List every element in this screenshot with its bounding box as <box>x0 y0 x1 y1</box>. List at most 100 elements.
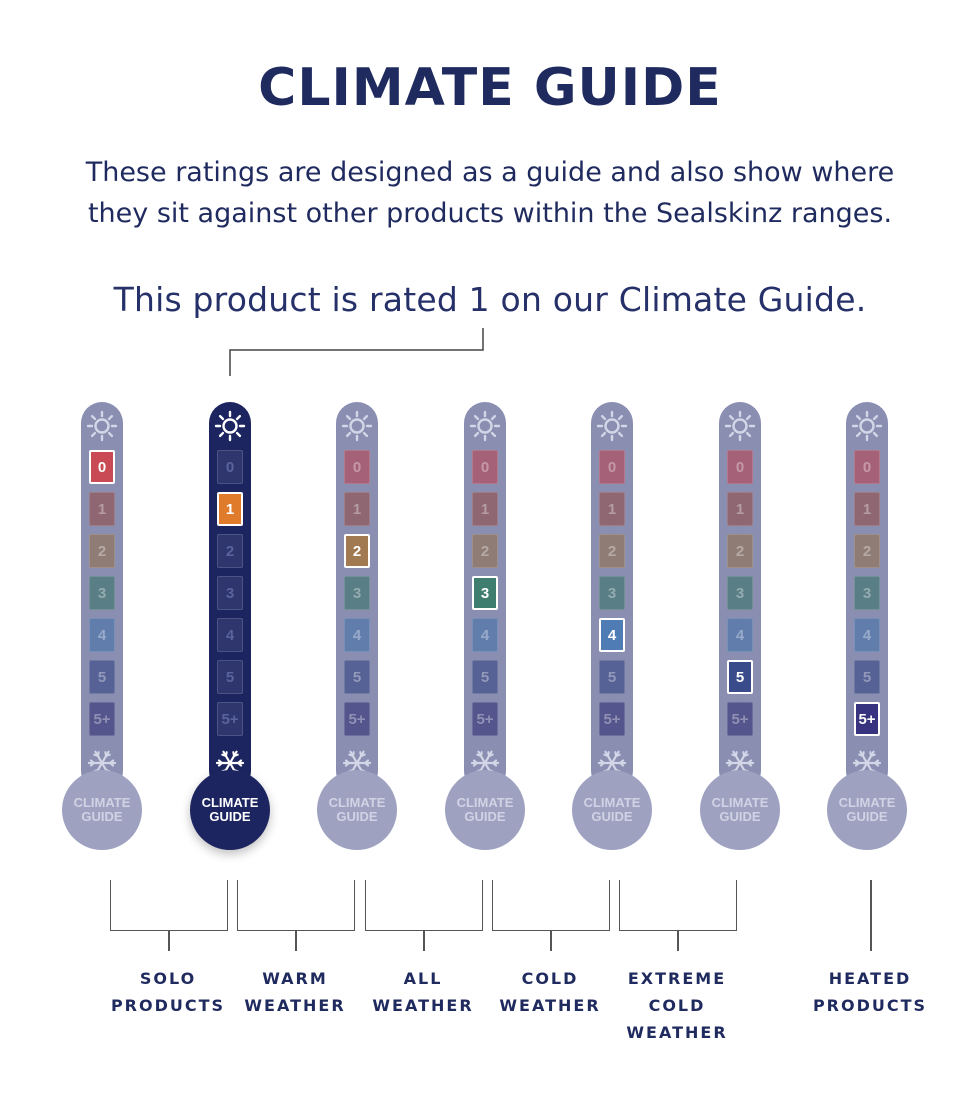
sun-icon <box>86 410 118 442</box>
thermometer-bulb: CLIMATE GUIDE <box>445 770 525 850</box>
category-label-line: WEATHER <box>626 1023 728 1042</box>
category-bracket <box>110 880 228 931</box>
bulb-label: GUIDE <box>209 809 251 824</box>
category-label: ALL WEATHER <box>353 965 493 1019</box>
scale-cell-5plus: 5+ <box>344 702 370 736</box>
category-bracket <box>237 880 355 931</box>
thermometer: 0 1 2 3 4 5 5+ CLIMATE GUIDE <box>572 402 652 852</box>
scale-cell-2: 2 <box>472 534 498 568</box>
bracket-stem <box>168 931 170 951</box>
scale-cell-0: 0 <box>217 450 243 484</box>
bracket-stem <box>423 931 425 951</box>
scale-cell-1: 1 <box>599 492 625 526</box>
bracket-stem <box>677 931 679 951</box>
bulb-label: GUIDE <box>81 809 123 824</box>
scale-cell-4: 4 <box>217 618 243 652</box>
thermometer: 0 1 2 3 4 5 5+ CLIMATE GUIDE <box>190 402 270 852</box>
thermometer: 0 1 2 3 4 5 5+ CLIMATE GUIDE <box>700 402 780 852</box>
scale-cell-1: 1 <box>217 492 243 526</box>
scale-cell-4: 4 <box>89 618 115 652</box>
category-label-line: COLD <box>648 996 706 1015</box>
thermometer: 0 1 2 3 4 5 5+ CLIMATE GUIDE <box>317 402 397 852</box>
scale-cell-4: 4 <box>854 618 880 652</box>
category-label-line: HEATED <box>828 969 912 988</box>
scale-cell-4: 4 <box>599 618 625 652</box>
category-label-line: WEATHER <box>499 996 601 1015</box>
category-label-line: SOLO <box>139 969 197 988</box>
scale-cell-5plus: 5+ <box>472 702 498 736</box>
bulb-label: GUIDE <box>846 809 888 824</box>
bulb-label: CLIMATE <box>583 795 641 810</box>
thermometer: 0 1 2 3 4 5 5+ CLIMATE GUIDE <box>62 402 142 852</box>
sun-icon <box>724 410 756 442</box>
scale-cell-2: 2 <box>89 534 115 568</box>
scale-cell-5: 5 <box>472 660 498 694</box>
scale-cell-3: 3 <box>599 576 625 610</box>
bracket-stem <box>295 931 297 951</box>
bulb-label: CLIMATE <box>201 795 259 810</box>
bulb-label: CLIMATE <box>73 795 131 810</box>
subtitle-line: they sit against other products within t… <box>87 198 893 229</box>
scale-cell-4: 4 <box>472 618 498 652</box>
sun-icon <box>214 410 246 442</box>
scale-cell-1: 1 <box>89 492 115 526</box>
scale-cell-1: 1 <box>854 492 880 526</box>
scale-cell-4: 4 <box>727 618 753 652</box>
scale-cell-5plus: 5+ <box>599 702 625 736</box>
bulb-label: CLIMATE <box>711 795 769 810</box>
scale-cell-5: 5 <box>217 660 243 694</box>
sun-icon <box>469 410 501 442</box>
category-label: COLD WEATHER <box>480 965 620 1019</box>
scale-cell-0: 0 <box>89 450 115 484</box>
bracket-stem <box>870 880 872 951</box>
scale-cell-1: 1 <box>344 492 370 526</box>
category-label-line: WEATHER <box>372 996 474 1015</box>
scale-cell-0: 0 <box>599 450 625 484</box>
bulb-label: CLIMATE <box>838 795 896 810</box>
subtitle-line: These ratings are designed as a guide an… <box>85 157 895 188</box>
scale-cell-0: 0 <box>472 450 498 484</box>
scale-cell-5plus: 5+ <box>854 702 880 736</box>
bulb-label: GUIDE <box>336 809 378 824</box>
scale-cell-5: 5 <box>344 660 370 694</box>
scale-cell-3: 3 <box>472 576 498 610</box>
scale-cell-3: 3 <box>217 576 243 610</box>
category-label-line: WEATHER <box>244 996 346 1015</box>
thermometer: 0 1 2 3 4 5 5+ CLIMATE GUIDE <box>445 402 525 852</box>
snowflake-icon <box>852 750 882 776</box>
thermometer-bulb: CLIMATE GUIDE <box>572 770 652 850</box>
bulb-label: GUIDE <box>591 809 633 824</box>
scale-cell-3: 3 <box>727 576 753 610</box>
sun-icon <box>596 410 628 442</box>
category-label-line: PRODUCTS <box>812 996 928 1015</box>
sun-icon <box>341 410 373 442</box>
category-label-line: EXTREME <box>627 969 727 988</box>
category-label-line: PRODUCTS <box>110 996 226 1015</box>
scale-cell-0: 0 <box>344 450 370 484</box>
scale-cell-3: 3 <box>854 576 880 610</box>
thermometer-bulb: CLIMATE GUIDE <box>190 770 270 850</box>
scale-cell-5plus: 5+ <box>217 702 243 736</box>
bulb-label: CLIMATE <box>328 795 386 810</box>
scale-cell-0: 0 <box>727 450 753 484</box>
bracket-stem <box>550 931 552 951</box>
scale-cell-2: 2 <box>599 534 625 568</box>
scale-cell-5plus: 5+ <box>89 702 115 736</box>
page-subtitle: These ratings are designed as a guide an… <box>60 152 920 234</box>
page-title: CLIMATE GUIDE <box>258 58 722 118</box>
scale-cell-2: 2 <box>727 534 753 568</box>
scale-cell-4: 4 <box>344 618 370 652</box>
rating-sentence: This product is rated 1 on our Climate G… <box>113 280 867 319</box>
scale-cell-3: 3 <box>344 576 370 610</box>
scale-cell-1: 1 <box>472 492 498 526</box>
scale-cell-1: 1 <box>727 492 753 526</box>
sun-icon <box>851 410 883 442</box>
scale-cell-2: 2 <box>344 534 370 568</box>
scale-cell-5plus: 5+ <box>727 702 753 736</box>
scale-cell-3: 3 <box>89 576 115 610</box>
category-label: WARM WEATHER <box>225 965 365 1019</box>
thermometer-bulb: CLIMATE GUIDE <box>62 770 142 850</box>
scale-cell-5: 5 <box>727 660 753 694</box>
category-bracket <box>619 880 737 931</box>
category-label: SOLO PRODUCTS <box>98 965 238 1019</box>
